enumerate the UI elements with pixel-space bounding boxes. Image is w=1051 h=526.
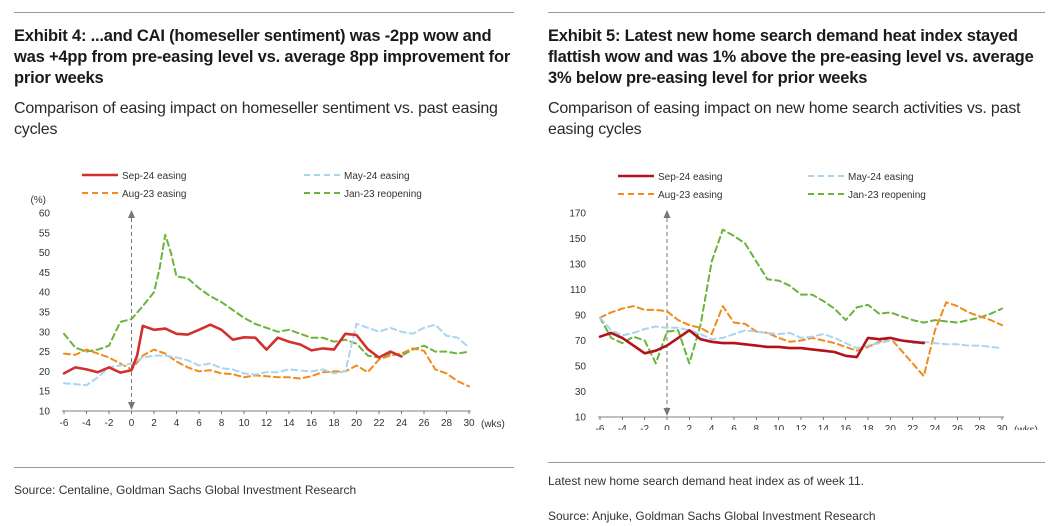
x-tick-label: 24 [396, 418, 408, 429]
y-tick-label: 25 [39, 347, 51, 358]
x-tick-label: 10 [773, 424, 785, 430]
y-tick-label: 60 [39, 209, 51, 220]
series-line-may-24-easing [63, 322, 470, 387]
x-tick-label: 26 [418, 418, 430, 429]
x-tick-label: 4 [174, 418, 180, 429]
x-tick-label: 8 [219, 418, 225, 429]
arrow-up-icon [128, 210, 135, 218]
x-tick-label: 0 [129, 418, 135, 429]
x-tick-label: 0 [664, 424, 670, 430]
y-tick-label: 45 [39, 268, 51, 279]
x-tick-label: 14 [283, 418, 295, 429]
exhibit-4-panel: Exhibit 4: ...and CAI (homeseller sentim… [14, 0, 514, 526]
legend-label-jan-23-reopening: Jan-23 reopening [848, 190, 926, 201]
x-tick-label: 18 [328, 418, 340, 429]
bottom-divider [14, 467, 514, 468]
x-tick-label: 16 [840, 424, 852, 430]
y-tick-label: 70 [575, 336, 587, 347]
exhibit-4-subtitle: Comparison of easing impact on homeselle… [14, 100, 498, 138]
y-tick-label: 170 [569, 209, 586, 220]
legend-label-aug-23-easing: Aug-23 easing [658, 190, 723, 201]
exhibit-4-title: Exhibit 4: ...and CAI (homeseller sentim… [14, 27, 511, 87]
x-tick-label: 28 [441, 418, 453, 429]
x-tick-label: 26 [952, 424, 964, 430]
bottom-divider [548, 462, 1045, 463]
y-tick-label: 90 [575, 311, 587, 322]
x-tick-label: -4 [82, 418, 91, 429]
arrow-up-icon [663, 210, 671, 218]
arrow-down-icon [663, 408, 671, 416]
legend-label-sep-24-easing: Sep-24 easing [658, 172, 723, 183]
legend-label-may-24-easing: May-24 easing [848, 172, 914, 183]
y-tick-label: 55 [39, 228, 51, 239]
series-line-jan-23-reopening [599, 228, 1003, 365]
y-tick-label: 50 [39, 248, 51, 259]
x-tick-label: -2 [105, 418, 114, 429]
x-tick-label: 10 [238, 418, 250, 429]
exhibit-5-subtitle: Comparison of easing impact on new home … [548, 100, 1021, 138]
x-tick-label: 30 [463, 418, 475, 429]
x-axis-unit: (wks) [1014, 425, 1038, 430]
y-tick-label: 130 [569, 260, 586, 271]
y-tick-label: 110 [570, 285, 586, 296]
y-tick-label: 40 [39, 288, 51, 299]
exhibit-5-panel: Exhibit 5: Latest new home search demand… [548, 0, 1045, 526]
legend-label-may-24-easing: May-24 easing [344, 171, 410, 182]
x-tick-label: 16 [306, 418, 318, 429]
y-tick-label: 20 [39, 367, 51, 378]
x-tick-label: 4 [709, 424, 715, 430]
series-line-sep-24-easing [598, 329, 926, 359]
x-tick-label: -2 [640, 424, 649, 430]
y-tick-label: 10 [39, 407, 51, 418]
x-tick-label: 22 [907, 424, 919, 430]
y-tick-label: 50 [575, 362, 587, 373]
x-tick-label: 30 [996, 424, 1008, 430]
x-tick-label: 24 [929, 424, 941, 430]
top-divider [14, 12, 514, 13]
exhibit-5-note: Latest new home search demand heat index… [548, 474, 864, 488]
x-tick-label: 14 [818, 424, 830, 430]
series-line-aug-23-easing [63, 347, 470, 388]
legend-label-sep-24-easing: Sep-24 easing [122, 171, 187, 182]
x-tick-label: 12 [795, 424, 807, 430]
series-line-jan-23-reopening [63, 233, 470, 359]
legend-label-aug-23-easing: Aug-23 easing [122, 189, 187, 200]
x-tick-label: 20 [351, 418, 363, 429]
y-tick-label: 150 [569, 234, 586, 245]
x-axis-unit: (wks) [481, 419, 505, 430]
x-tick-label: 20 [885, 424, 897, 430]
exhibit-5-source: Source: Anjuke, Goldman Sachs Global Inv… [548, 509, 876, 523]
x-tick-label: 12 [261, 418, 273, 429]
top-divider [548, 12, 1045, 13]
x-tick-label: -6 [596, 424, 605, 430]
x-tick-label: 18 [862, 424, 874, 430]
y-axis-unit: (%) [30, 195, 46, 206]
x-tick-label: 22 [373, 418, 385, 429]
y-tick-label: 30 [39, 327, 51, 338]
series-line-aug-23-easing [599, 301, 1003, 378]
x-tick-label: 6 [731, 424, 737, 430]
y-tick-label: 30 [575, 387, 587, 398]
x-tick-label: 8 [754, 424, 760, 430]
y-tick-label: 15 [39, 387, 51, 398]
x-tick-label: 28 [974, 424, 986, 430]
x-tick-label: -6 [60, 418, 69, 429]
arrow-down-icon [128, 402, 135, 410]
x-tick-label: -4 [618, 424, 627, 430]
exhibit-5-title: Exhibit 5: Latest new home search demand… [548, 27, 1034, 87]
exhibit-4-source: Source: Centaline, Goldman Sachs Global … [14, 483, 357, 497]
x-tick-label: 2 [151, 418, 157, 429]
series-line-may-24-easing [599, 316, 1003, 350]
y-tick-label: 35 [39, 308, 51, 319]
legend-label-jan-23-reopening: Jan-23 reopening [344, 189, 422, 200]
series-line-sep-24-easing [62, 323, 403, 375]
y-tick-label: 10 [575, 413, 587, 424]
x-tick-label: 2 [687, 424, 693, 430]
x-tick-label: 6 [196, 418, 202, 429]
